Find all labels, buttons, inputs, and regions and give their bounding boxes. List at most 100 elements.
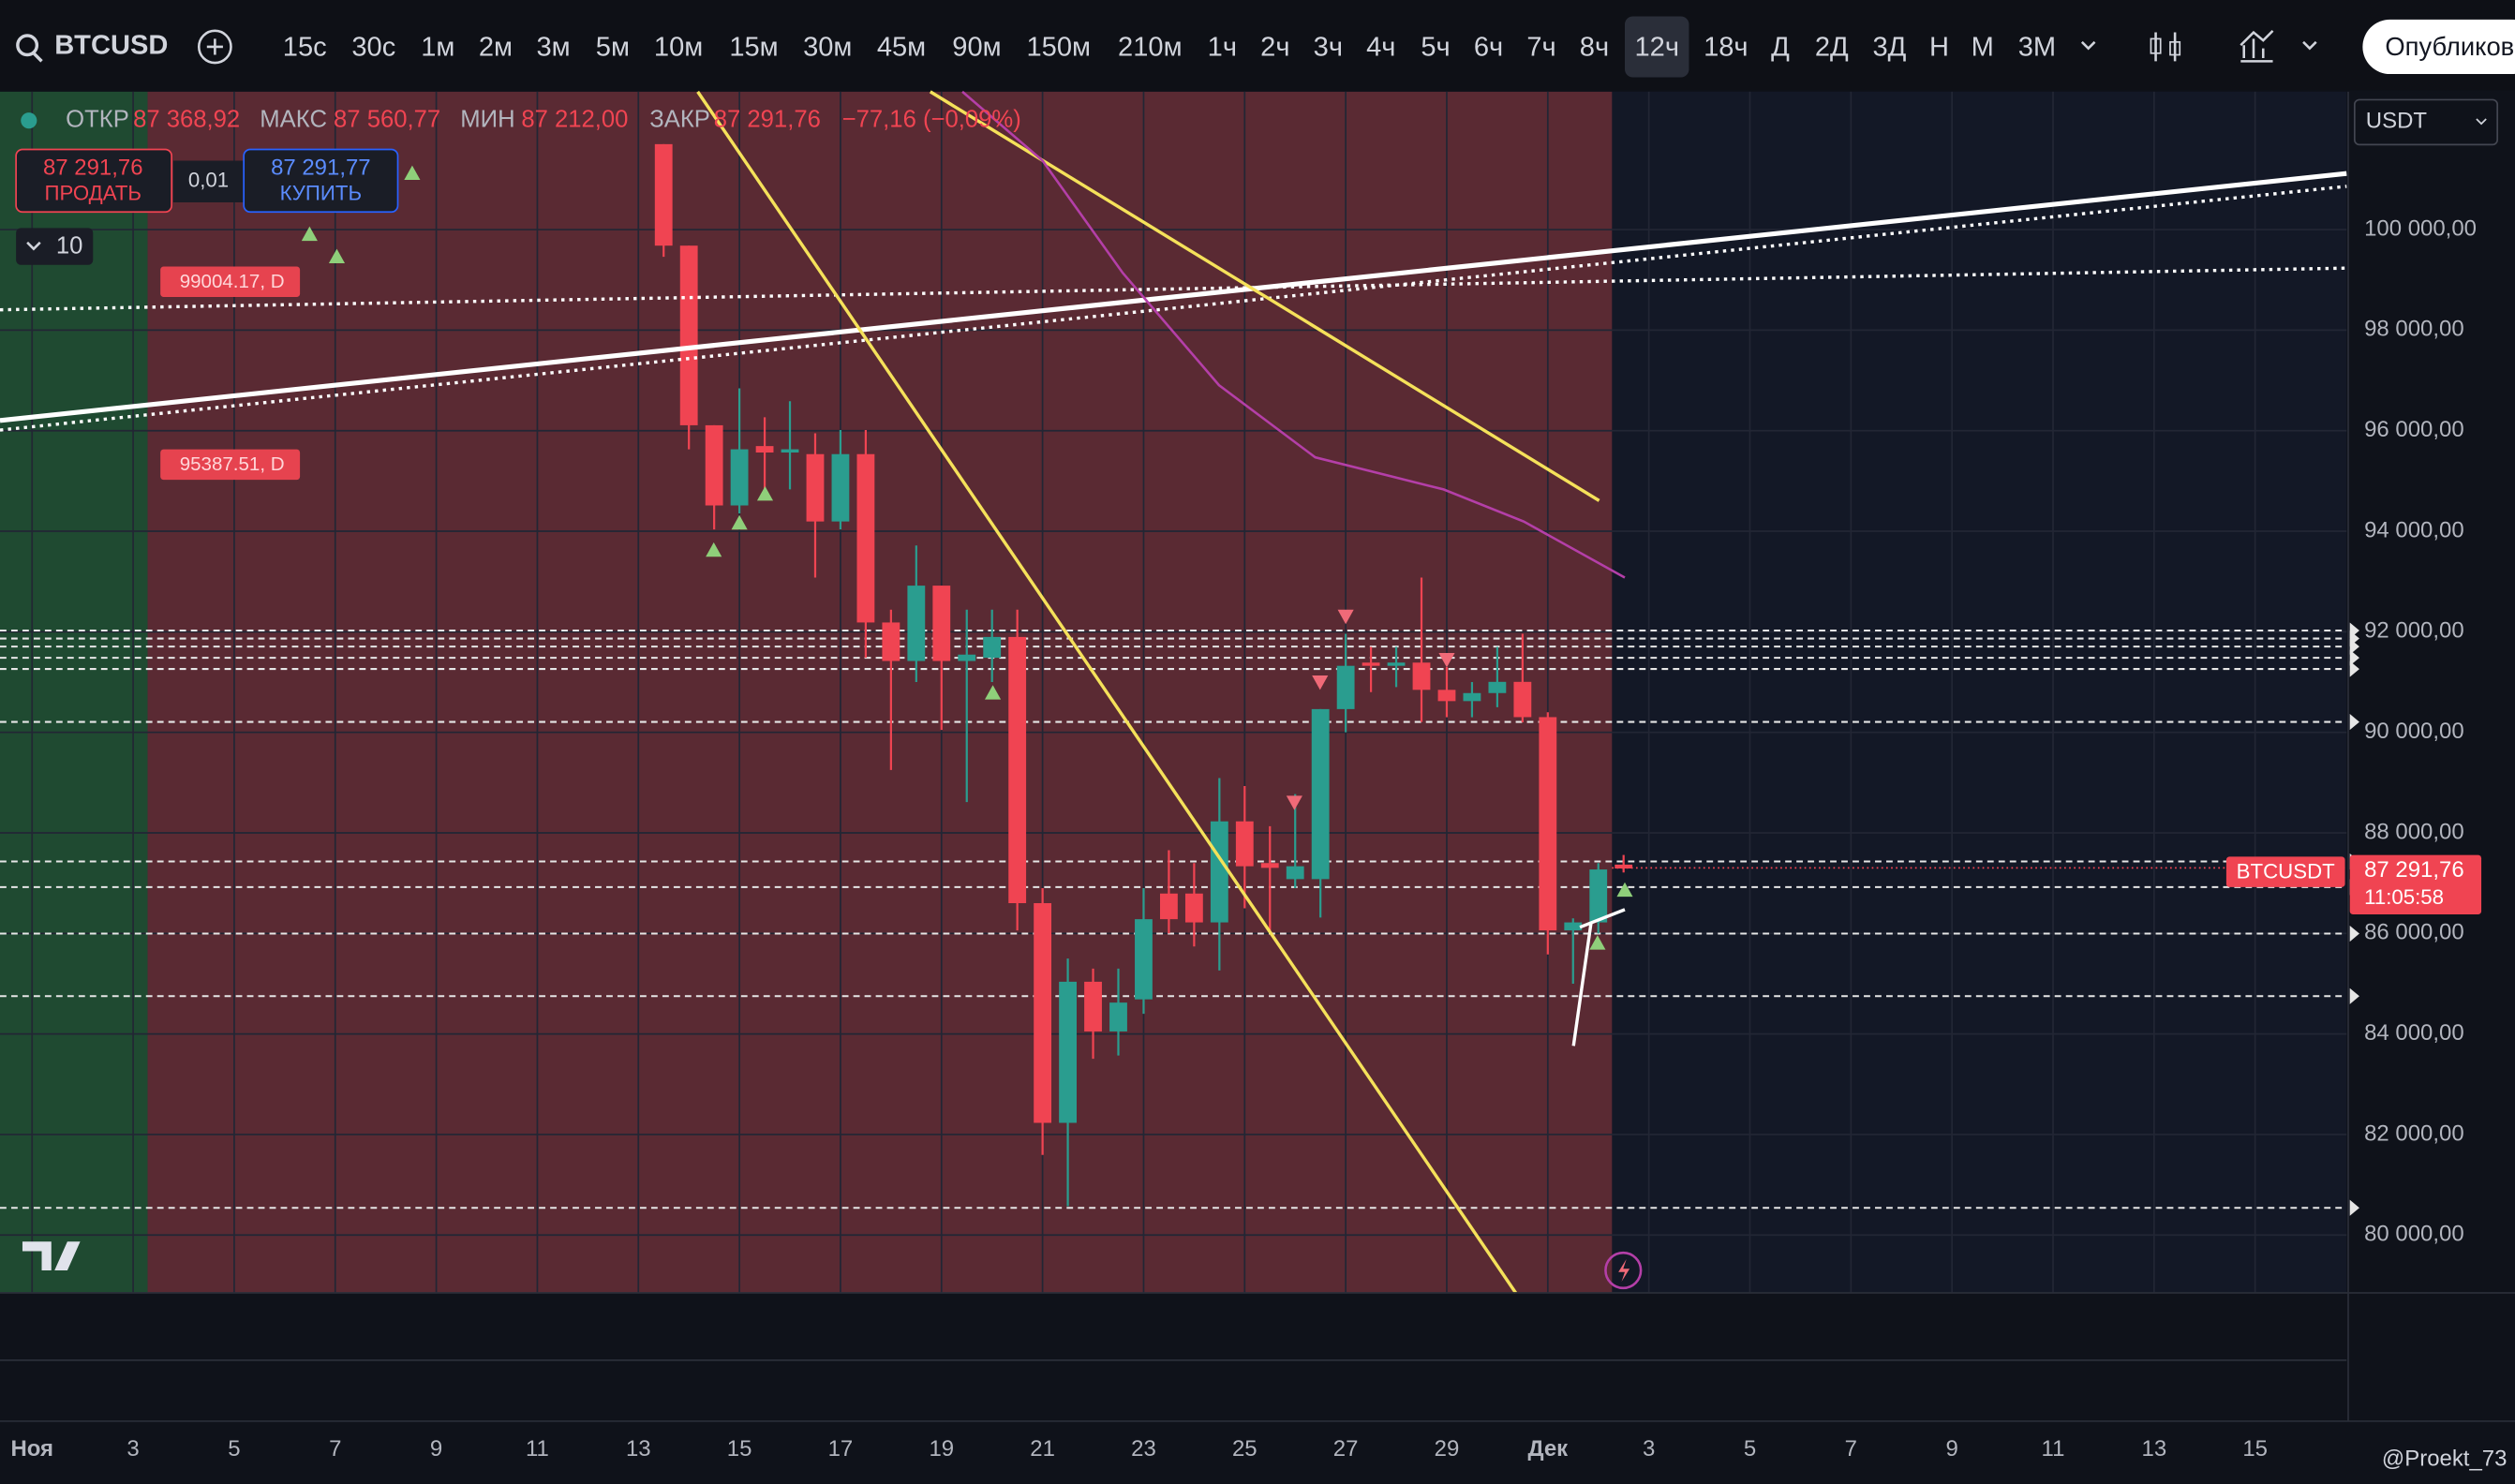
sell-markers [1286, 609, 1455, 810]
candle-body [1260, 863, 1279, 868]
x-tick-label: 11 [2042, 1436, 2065, 1462]
candle-body [1210, 821, 1228, 923]
alert-icon [1618, 1259, 1630, 1282]
indicators-icon[interactable] [2240, 29, 2274, 63]
alert-icon[interactable] [1604, 1251, 1643, 1290]
level-tag-label: 99004.17, D [180, 271, 285, 292]
add-symbol-icon [206, 38, 223, 55]
interval[interactable]: 5ч [1421, 32, 1450, 62]
interval[interactable]: 3м [536, 32, 570, 62]
buy-label: КУПИТЬ [280, 181, 363, 204]
levels [0, 622, 2359, 1216]
search-icon[interactable] [16, 34, 39, 57]
x-tick-label: 9 [430, 1436, 442, 1462]
candle-body [1539, 717, 1557, 931]
interval[interactable]: 210м [1118, 32, 1183, 62]
interval[interactable]: 150м [1026, 32, 1091, 62]
interval[interactable]: Н [1929, 32, 1949, 62]
interval[interactable]: 6ч [1474, 32, 1503, 62]
add-symbol[interactable] [197, 29, 232, 65]
candle-body [1564, 922, 1583, 931]
spread: 0,01 [188, 169, 229, 192]
interval[interactable]: 15с [283, 32, 327, 62]
candle-body [1286, 866, 1304, 880]
intervals: 15с 30с 1м 2м 3м 5м 10м 15м 30м 45м 90м 150м 210м 1ч 2… [283, 32, 2056, 62]
sell-button[interactable] [15, 148, 173, 214]
y-tick-label: 100 000,00 [2364, 215, 2477, 241]
legend-value: 87 560,77 [334, 106, 440, 132]
interval[interactable]: 8ч [1580, 32, 1609, 62]
marker [1616, 882, 1633, 898]
chart-type-icon[interactable] [2154, 32, 2177, 62]
legend-label: МАКС [260, 106, 327, 132]
drawings [0, 90, 2347, 1294]
buy-markers [301, 165, 1633, 950]
candle-body [1615, 864, 1633, 868]
interval[interactable]: 1м [421, 32, 454, 62]
interval[interactable]: 4ч [1366, 32, 1395, 62]
x-tick-label: 5 [1744, 1436, 1756, 1462]
interval[interactable]: 2ч [1260, 32, 1289, 62]
interval[interactable]: 10м [654, 32, 703, 62]
candle-body [1084, 981, 1102, 1031]
interval[interactable]: 2Д [1815, 32, 1849, 62]
currency-select[interactable] [2353, 98, 2499, 146]
level-arrow [2349, 925, 2359, 942]
dropdown[interactable] [2080, 40, 2317, 51]
interval[interactable]: Д [1771, 32, 1790, 62]
candle-body [755, 446, 774, 453]
interval[interactable]: 90м [952, 32, 1001, 62]
marker [985, 685, 1002, 700]
currency: USDT [2366, 109, 2428, 134]
marker [404, 165, 421, 181]
candle-body [1235, 821, 1254, 867]
legend-label: МИН [460, 106, 514, 132]
spread-box [172, 160, 245, 203]
x-tick-label: 7 [1845, 1436, 1857, 1462]
active-interval [1624, 16, 1689, 78]
y-tick-label: 80 000,00 [2364, 1222, 2464, 1247]
interval[interactable]: 30м [803, 32, 852, 62]
trend-line-dotted [0, 185, 2347, 432]
watermark: @Proekt_73 [2382, 1446, 2508, 1471]
candle-body [1437, 690, 1456, 702]
candle-body [781, 449, 799, 453]
interval[interactable]: 30с [351, 32, 395, 62]
interval[interactable]: 1ч [1208, 32, 1237, 62]
x-tick-label: 25 [1232, 1436, 1258, 1462]
interval[interactable]: 2м [479, 32, 513, 62]
indicators-toggle[interactable] [16, 228, 94, 265]
interval[interactable]: М [1972, 32, 1994, 62]
y-tick-label: 86 000,00 [2364, 920, 2464, 945]
interval[interactable]: 7ч [1526, 32, 1555, 62]
level-tag [160, 266, 301, 297]
publish-label: Опубликовать [2385, 32, 2515, 61]
interval[interactable]: 5м [596, 32, 630, 62]
interval[interactable]: 12ч [1634, 32, 1679, 62]
candle-body [806, 453, 825, 522]
interval[interactable]: 18ч [1704, 32, 1749, 62]
x-tick-label: 5 [228, 1436, 240, 1462]
symbol[interactable]: BTCUSD [54, 31, 168, 61]
level-arrow [2349, 638, 2359, 655]
sell-label: ПРОДАТЬ [45, 181, 142, 204]
buy-button[interactable] [243, 148, 399, 214]
interval[interactable]: 45м [877, 32, 926, 62]
interval[interactable]: 3Д [1872, 32, 1906, 62]
x-tick-label: 27 [1333, 1436, 1359, 1462]
interval[interactable]: 3ч [1314, 32, 1343, 62]
interval[interactable]: 3М [2018, 32, 2056, 62]
interval[interactable]: 15м [729, 32, 778, 62]
symbol-tag-label: BTCUSDT [2237, 859, 2335, 883]
moving-average [961, 90, 1626, 579]
axes: 100 000,00 98 000,00 96 000,00 94 000,00 92 … [10, 215, 2477, 1462]
publish-button[interactable] [2362, 19, 2515, 75]
chart-type-icon [2169, 40, 2181, 56]
candle-body [958, 654, 976, 661]
x-tick-label: 23 [1131, 1436, 1156, 1462]
white-line [1571, 922, 1593, 1046]
marker [1337, 609, 1354, 625]
marker [301, 226, 318, 242]
x-tick-label: 17 [828, 1436, 854, 1462]
